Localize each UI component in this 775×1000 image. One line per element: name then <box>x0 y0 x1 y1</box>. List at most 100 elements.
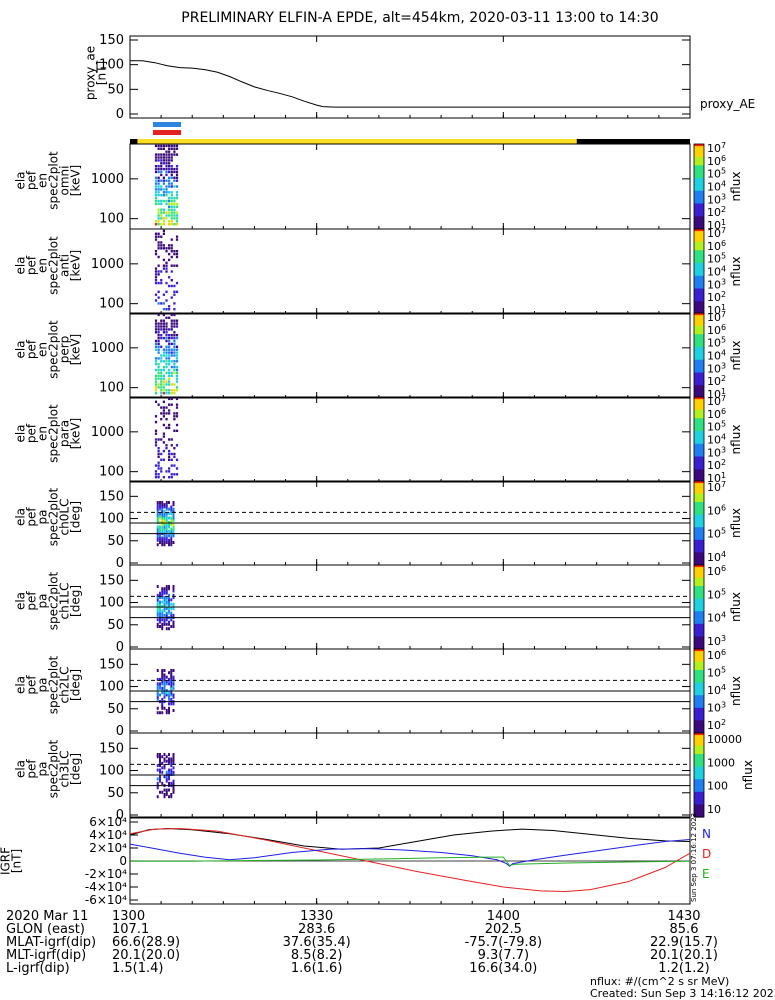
energy-spectrogram-pixel <box>160 357 163 360</box>
energy-spectrogram-pixel <box>175 214 179 217</box>
colorbar-cell <box>694 405 704 409</box>
colorbar-cell <box>694 764 704 768</box>
energy-spectrogram-pixel <box>157 325 160 328</box>
energy-spectrogram-pixel <box>165 316 168 319</box>
energy-spectrogram-pixel <box>175 144 179 148</box>
pa-spectrogram-pixel <box>156 684 159 688</box>
pa-spectrogram-pixel <box>168 693 170 697</box>
pa-spectrogram-pixel <box>172 759 175 763</box>
energy-spectrogram-pixel <box>157 241 160 244</box>
energy-spectrogram-pixel <box>154 144 158 148</box>
energy-spectrogram-pixel <box>154 392 158 395</box>
colorbar-cell <box>694 150 704 154</box>
colorbar-cell <box>694 686 704 690</box>
pa-spectrogram-pixel <box>161 761 164 765</box>
energy-spectrogram-pixel <box>173 415 176 418</box>
colorbar-cell <box>694 646 704 650</box>
igrf-series-green <box>130 856 691 867</box>
energy-spectrogram-pixel <box>168 368 171 372</box>
pa-spectrogram-pixel <box>165 755 168 759</box>
colorbar-tick-label: 104 <box>707 611 726 625</box>
pa-spectrogram-pixel <box>168 587 170 591</box>
colorbar-cell <box>694 743 704 747</box>
colorbar-cell <box>694 303 704 307</box>
colorbar-cell <box>694 317 704 320</box>
pa-spectrogram-pixel <box>170 516 173 520</box>
pa-spectrogram-pixel <box>159 759 161 763</box>
energy-spectrogram-pixel <box>173 368 176 372</box>
energy-spectrogram-pixel <box>165 185 168 188</box>
pa-y-tick-label: 0 <box>116 808 124 823</box>
energy-colorbar <box>693 312 705 399</box>
colorbar-cell <box>694 445 704 449</box>
colorbar-cell <box>694 327 704 331</box>
energy-spectrogram-pixel <box>157 281 160 285</box>
energy-spectrogram-pixel <box>154 223 158 226</box>
colorbar-cell <box>694 401 704 404</box>
energy-spectrogram-pixel <box>173 264 176 267</box>
pa-spectrogram-pixel <box>156 602 159 606</box>
ae-legend-label: proxy_AE <box>700 97 755 111</box>
pa-spectrogram-pixel <box>161 677 164 681</box>
energy-spectrogram-pixel <box>173 144 176 148</box>
pa-spectrogram-pixel <box>159 693 161 697</box>
ephemeris-value: 9.3(7.7) <box>478 948 530 963</box>
pa-spectrogram-pixel <box>165 775 168 779</box>
energy-panel-frame <box>129 396 691 483</box>
colorbar-cell <box>694 573 704 577</box>
energy-spectrogram-pixel <box>173 176 176 179</box>
energy-spectrogram-pixel <box>170 214 173 217</box>
energy-spectrogram-pixel <box>173 339 176 343</box>
colorbar-cell <box>694 705 704 709</box>
pa-spectrogram-pixel <box>168 695 170 699</box>
energy-spectrogram-pixel <box>157 449 160 453</box>
pa-spectrogram-pixel <box>163 541 166 544</box>
energy-spectrogram-pixel <box>165 389 168 392</box>
pa-spectrogram-pixel <box>163 514 166 518</box>
energy-spectrogram-pixel <box>154 368 158 372</box>
energy-spectrogram-pixel <box>170 296 173 299</box>
pa-spectrogram-pixel <box>165 793 168 796</box>
pa-spectrogram-pixel <box>165 507 168 511</box>
pa-spectrogram-pixel <box>172 534 175 538</box>
pa-spectrogram-pixel <box>172 507 175 511</box>
pa-spectrogram-pixel <box>163 675 166 679</box>
pa-spectrogram-pixel <box>156 691 159 695</box>
energy-spectrogram-pixel <box>173 153 176 156</box>
energy-spectrogram-pixel <box>165 179 168 182</box>
energy-spectrogram-pixel <box>157 461 160 464</box>
energy-spectrogram-pixel <box>154 464 158 467</box>
colorbar-tick-label: 104 <box>707 683 726 697</box>
energy-spectrogram-pixel <box>175 365 179 369</box>
colorbar-cell <box>694 775 704 778</box>
pa-spectrogram-pixel <box>161 587 164 591</box>
colorbar-cell <box>694 783 704 787</box>
pa-spectrogram-pixel <box>168 757 170 761</box>
energy-spectrogram-pixel <box>162 441 165 444</box>
energy-spectrogram-pixel <box>157 339 160 343</box>
pa-spectrogram-pixel <box>170 602 173 606</box>
pa-y-label-group: elapefpaspec2plotch1LC[deg] <box>14 571 83 630</box>
pa-spectrogram-pixel <box>172 693 175 697</box>
energy-spectrogram-pixel <box>173 365 176 369</box>
colorbar-cell <box>694 403 704 407</box>
energy-spectrogram-pixel <box>175 415 179 418</box>
colorbar-cell <box>694 653 704 656</box>
pa-spectrogram-pixel <box>165 779 168 783</box>
energy-spectrogram-pixel <box>170 208 173 211</box>
energy-spectrogram-pixel <box>160 319 163 322</box>
energy-y-label: elapefenspec2plotpara[keV] <box>14 404 83 463</box>
pa-spectrogram-pixel <box>163 527 166 531</box>
colorbar-cell <box>694 321 704 325</box>
energy-spectrogram-pixel <box>154 429 158 432</box>
energy-spectrogram-pixel <box>175 368 179 372</box>
energy-y-tick-label: 1000 <box>91 341 124 356</box>
pa-spectrogram-pixel <box>161 686 164 690</box>
pa-spectrogram-pixel <box>161 691 164 695</box>
energy-spectrogram-pixel <box>157 342 160 346</box>
colorbar-cell <box>694 789 704 793</box>
colorbar-cell <box>694 336 704 340</box>
energy-spectrogram-pixel <box>165 247 168 250</box>
colorbar-cell <box>694 730 704 734</box>
pa-spectrogram-pixel <box>156 529 159 533</box>
